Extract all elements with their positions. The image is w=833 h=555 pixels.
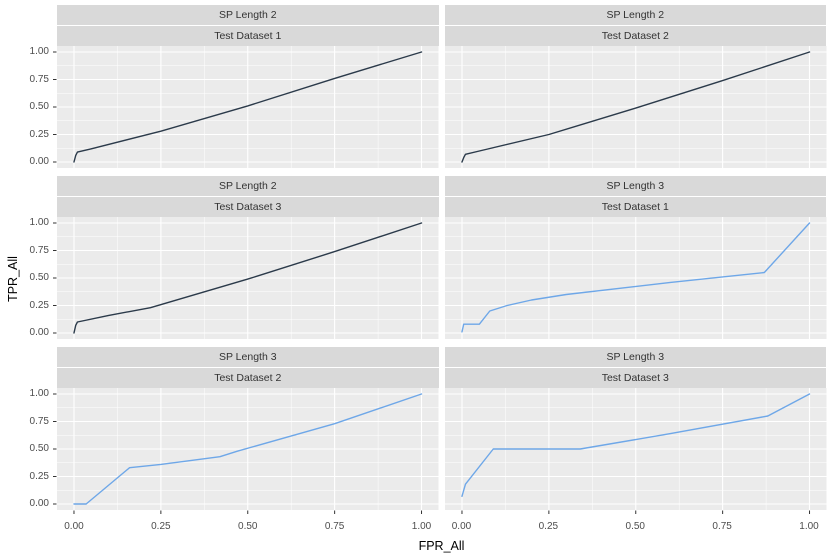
plot-area [57,217,439,339]
y-tick-label: 0.25 [29,299,49,311]
x-axis-tick-labels: 0.00 0.25 0.50 0.75 1.00 [57,518,439,534]
facet-strip-label: SP Length 2 [444,5,826,25]
x-tick-label: 0.25 [151,521,171,532]
facet-strip: SP Length 3 Test Dataset 3 [444,347,826,388]
axis-ticks [53,52,56,162]
y-tick-label: 0.25 [29,128,49,140]
plot-area [444,217,827,339]
y-tick-label: 0.75 [29,73,49,85]
axis-ticks [53,223,56,333]
x-tick-label: 0.50 [625,521,645,532]
facet-strip-label: SP Length 3 [444,176,826,196]
x-axis-title: FPR_All [418,539,465,553]
y-tick-label: 0.50 [29,272,49,283]
facet-strip: SP Length 2 Test Dataset 2 [444,5,826,46]
x-tick-label: 0.75 [324,521,345,532]
facet-strip-label: Test Dataset 1 [444,197,826,217]
plot-area [57,46,439,168]
facet-strip-label: Test Dataset 2 [57,368,439,388]
facet-panel: SP Length 3 Test Dataset 1 [444,176,827,339]
facet-strip: SP Length 3 Test Dataset 2 [57,347,439,388]
y-tick-label: 0.75 [29,244,49,256]
facet-row: 1.00 0.75 0.50 0.25 0.00 SP Length 3 Test Data… [0,347,833,510]
right-margin [826,347,833,510]
roc-curve-line [74,394,422,504]
y-tick-label: 0.00 [29,156,49,167]
facet-strip-label: SP Length 2 [57,176,439,196]
facet-panel: SP Length 2 Test Dataset 2 [444,5,827,168]
facet-strip-label: SP Length 3 [57,347,439,367]
x-tick-label: 1.00 [799,521,819,532]
grid-lines-major [57,217,439,339]
facet-strip-label: SP Length 3 [444,347,826,367]
axis-ticks [461,511,809,515]
grid-lines-major [445,46,827,168]
grid-lines-major [57,46,439,168]
x-axis-spacer [0,518,57,534]
facet-strip: SP Length 3 Test Dataset 1 [444,176,826,217]
y-tick-label: 0.50 [29,443,49,454]
facet-grid: 1.00 0.75 0.50 0.25 0.00 SP Length 2 Test Data… [0,5,833,510]
right-margin [826,5,833,168]
y-tick-label: 1.00 [29,217,49,228]
roc-curve-line [74,223,422,333]
facet-strip: SP Length 2 Test Dataset 3 [57,176,439,217]
grid-lines-major [57,388,439,510]
grid-lines-major [445,217,827,339]
facet-row: 1.00 0.75 0.50 0.25 0.00 SP Length 2 Test Data… [0,176,833,339]
facet-strip-label: Test Dataset 3 [444,368,826,388]
right-margin [826,176,833,339]
facet-strip-label: Test Dataset 3 [57,197,439,217]
y-axis-tick-labels: 1.00 0.75 0.50 0.25 0.00 [0,347,57,510]
plot-area [444,46,827,168]
axis-ticks [53,394,422,514]
roc-curve-line [461,223,809,332]
x-axis-tick-labels: 0.00 0.25 0.50 0.75 1.00 [445,518,827,534]
right-margin [826,518,833,534]
facet-strip-label: Test Dataset 1 [57,26,439,46]
x-tick-label: 0.25 [538,521,559,532]
y-tick-label: 0.00 [29,327,49,338]
y-axis-tick-labels: 1.00 0.75 0.50 0.25 0.00 [0,176,57,339]
facet-row: 1.00 0.75 0.50 0.25 0.00 SP Length 2 Test Data… [0,5,833,168]
roc-curve-line [74,52,422,162]
x-tick-label: 0.00 [451,521,472,532]
y-tick-label: 1.00 [29,388,49,399]
y-tick-label: 0.25 [29,470,49,482]
facet-strip-label: Test Dataset 2 [444,26,826,46]
plot-area [444,388,826,510]
plot-area [57,388,439,510]
facet-panel: SP Length 3 Test Dataset 2 [57,347,439,510]
x-tick-label: 1.00 [411,521,432,532]
facet-strip: SP Length 2 Test Dataset 1 [57,5,439,46]
facet-panel: SP Length 3 Test Dataset 3 [444,347,826,510]
x-tick-label: 0.75 [712,521,732,532]
y-tick-label: 0.50 [29,101,49,112]
x-tick-label: 0.50 [238,521,258,532]
facet-strip-label: SP Length 2 [57,5,439,25]
x-tick-label: 0.00 [64,521,84,532]
y-tick-label: 1.00 [29,46,49,57]
roc-curve-line [461,394,809,496]
roc-curve-line [461,52,809,162]
facet-panel: SP Length 2 Test Dataset 1 [57,5,439,168]
x-axis-tick-row: 0.00 0.25 0.50 0.75 1.00 0.00 0.25 0.50 0.75 1.00 [0,518,833,534]
y-tick-label: 0.75 [29,415,49,427]
y-axis-tick-labels: 1.00 0.75 0.50 0.25 0.00 [0,5,57,168]
y-tick-label: 0.00 [29,498,49,509]
facet-panel: SP Length 2 Test Dataset 3 [57,176,439,339]
